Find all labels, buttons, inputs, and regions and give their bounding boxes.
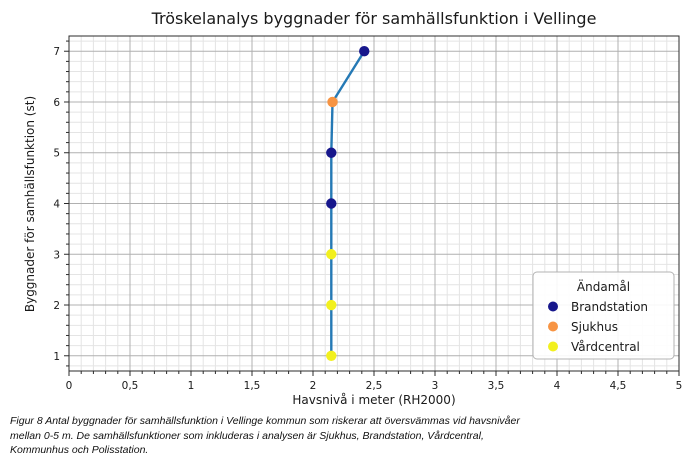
y-tick-labels: 1 2 3 4 5 6 7	[53, 46, 60, 363]
caption-line-3: Kommunhus och Polisstation.	[10, 444, 149, 456]
x-tick-label: 1	[188, 380, 195, 392]
x-tick-label: 0	[66, 380, 73, 392]
data-points	[326, 46, 370, 361]
caption-line-1: Figur 8 Antal byggnader för samhällsfunk…	[10, 415, 520, 427]
data-point	[326, 147, 337, 158]
y-tick-label: 3	[53, 249, 60, 261]
x-tick-label: 1,5	[244, 380, 261, 392]
data-point	[326, 249, 337, 260]
legend-entry-label: Sjukhus	[571, 320, 618, 334]
x-tick-label: 2	[310, 380, 317, 392]
legend-swatch-brandstation	[548, 301, 558, 312]
x-tick-label: 5	[676, 380, 683, 392]
x-tick-label: 3	[432, 380, 439, 392]
threshold-analysis-chart: 0 0,5 1 1,5 2 2,5 3 3,5 4 4,5 5 1 2 3 4 5 6 7 Tröskelanaly…	[23, 9, 683, 407]
chart-title: Tröskelanalys byggnader för samhällsfunk…	[151, 9, 597, 28]
y-tick-label: 6	[53, 97, 60, 109]
data-point	[326, 299, 337, 311]
data-point	[326, 198, 337, 209]
y-axis-label: Byggnader för samhällsfunktion (st)	[23, 96, 37, 312]
legend-title: Ändamål	[577, 279, 630, 294]
caption-line-2: mellan 0-5 m. De samhällsfunktioner som …	[10, 429, 484, 442]
data-point	[327, 96, 338, 108]
x-tick-label: 2,5	[366, 380, 383, 392]
x-axis-label: Havsnivå i meter (RH2000)	[292, 393, 455, 407]
legend-swatch-vårdcentral	[548, 341, 558, 352]
y-tick-label: 7	[53, 46, 60, 58]
data-point	[359, 46, 370, 57]
legend: Ändamål Brandstation Sjukhus Vårdcentral	[532, 271, 675, 360]
legend-swatch-sjukhus	[548, 321, 558, 332]
data-point	[326, 350, 337, 361]
x-tick-label: 3,5	[488, 380, 505, 392]
x-tick-label: 4,5	[610, 380, 627, 392]
x-tick-label: 4	[554, 380, 561, 392]
y-tick-label: 5	[53, 148, 60, 160]
y-tick-label: 4	[53, 199, 60, 211]
figure-caption: Figur 8 Antal byggnader för samhällsfunk…	[10, 414, 688, 458]
y-tick-label: 2	[53, 300, 60, 312]
y-tick-label: 1	[53, 351, 60, 363]
legend-entry-label: Vårdcentral	[571, 340, 640, 354]
legend-entry-label: Brandstation	[571, 300, 648, 314]
x-tick-labels: 0 0,5 1 1,5 2 2,5 3 3,5 4 4,5 5	[66, 380, 683, 392]
x-tick-label: 0,5	[122, 380, 139, 392]
legend-box	[532, 271, 675, 360]
plot-border	[68, 35, 680, 372]
